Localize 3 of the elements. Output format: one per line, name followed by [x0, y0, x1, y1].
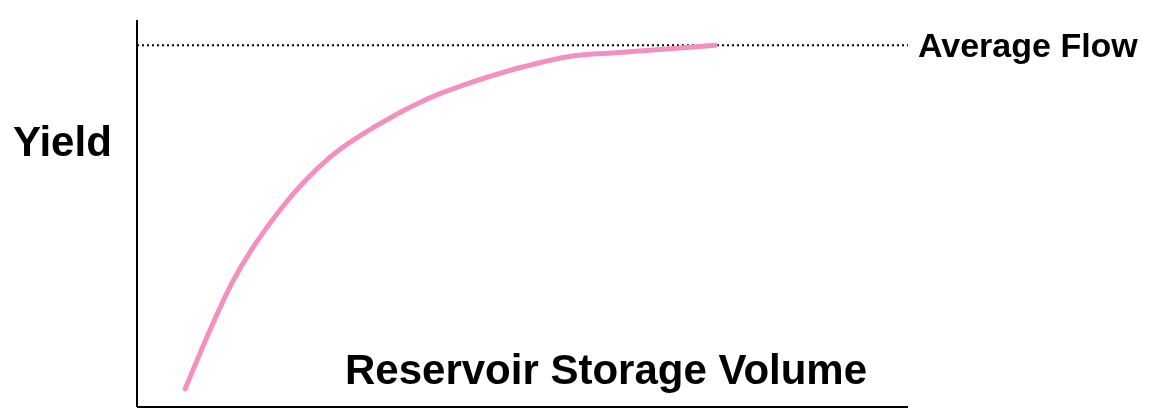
- x-axis-title: Reservoir Storage Volume: [345, 346, 868, 394]
- y-axis-title: Yield: [13, 118, 112, 166]
- ref-line-label: Average Flow: [918, 26, 1139, 65]
